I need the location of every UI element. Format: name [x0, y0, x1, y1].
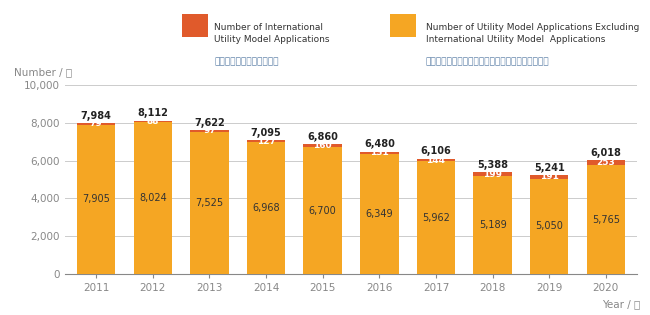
Text: 7,525: 7,525: [196, 198, 224, 208]
Bar: [473, 172, 512, 176]
Text: 7,622: 7,622: [194, 118, 225, 128]
Text: 7,095: 7,095: [251, 128, 281, 138]
Text: 6,106: 6,106: [421, 146, 451, 156]
Text: 5,050: 5,050: [536, 221, 563, 231]
Bar: [530, 179, 569, 274]
Bar: [77, 123, 116, 125]
Text: 6,480: 6,480: [364, 139, 395, 149]
Bar: [586, 165, 625, 274]
Bar: [247, 142, 285, 274]
Text: Number of Utility Model Applications Excluding
International Utility Model  Appl: Number of Utility Model Applications Exc…: [426, 23, 639, 44]
Bar: [417, 159, 455, 161]
Text: 6,968: 6,968: [252, 203, 280, 213]
Text: Number / 件: Number / 件: [14, 67, 72, 77]
Text: 131: 131: [370, 148, 389, 157]
Text: 6,018: 6,018: [590, 148, 621, 158]
Text: 国際実用新案登録出願件数: 国際実用新案登録出願件数: [214, 57, 279, 66]
Bar: [247, 140, 285, 142]
Bar: [473, 176, 512, 274]
Text: 7,905: 7,905: [82, 194, 110, 204]
Text: 8,112: 8,112: [137, 108, 168, 118]
Bar: [530, 175, 569, 179]
Text: 88: 88: [146, 117, 159, 126]
Text: 6,700: 6,700: [309, 206, 337, 216]
Bar: [133, 123, 172, 274]
Bar: [360, 152, 398, 154]
Bar: [586, 160, 625, 165]
Bar: [190, 132, 229, 274]
Text: 127: 127: [257, 137, 276, 146]
Text: 5,189: 5,189: [478, 220, 506, 230]
Text: Number of International
Utility Model Applications: Number of International Utility Model Ap…: [214, 23, 330, 44]
Text: Year / 年: Year / 年: [602, 299, 640, 309]
Text: 5,765: 5,765: [592, 215, 620, 225]
Text: 6,349: 6,349: [365, 209, 393, 219]
Text: 5,241: 5,241: [534, 163, 565, 173]
Text: 199: 199: [483, 169, 502, 179]
Text: 79: 79: [90, 119, 103, 129]
Text: 国際実用新案登録出願を除く実用新案登録出願件数: 国際実用新案登録出願を除く実用新案登録出願件数: [426, 57, 549, 66]
Bar: [417, 161, 455, 274]
Text: 160: 160: [313, 141, 332, 150]
Bar: [304, 144, 342, 147]
Bar: [304, 147, 342, 274]
Bar: [390, 14, 416, 37]
Text: 8,024: 8,024: [139, 193, 166, 203]
Bar: [182, 14, 208, 37]
Text: 5,388: 5,388: [477, 160, 508, 170]
Text: 253: 253: [597, 158, 616, 167]
Bar: [190, 130, 229, 132]
Text: 7,984: 7,984: [81, 111, 112, 121]
Text: 97: 97: [203, 126, 216, 135]
Text: 191: 191: [540, 172, 558, 181]
Bar: [360, 154, 398, 274]
Bar: [77, 125, 116, 274]
Text: 5,962: 5,962: [422, 213, 450, 223]
Bar: [133, 121, 172, 123]
Text: 144: 144: [426, 156, 445, 164]
Text: 6,860: 6,860: [307, 132, 338, 142]
